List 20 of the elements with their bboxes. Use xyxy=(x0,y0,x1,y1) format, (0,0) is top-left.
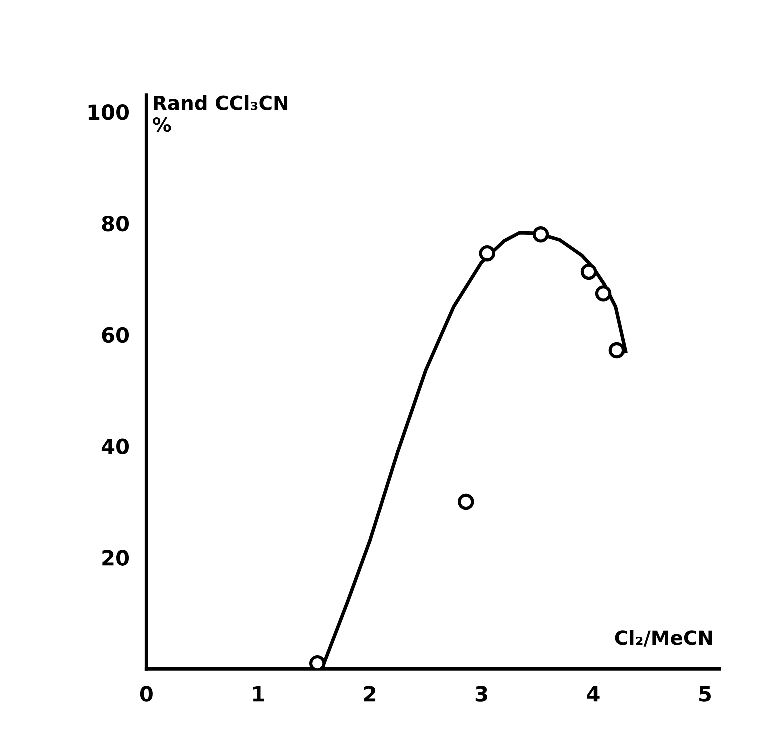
point xyxy=(479,245,496,262)
point xyxy=(595,286,612,302)
x-tick-label: 2 xyxy=(364,686,376,702)
x-tick-label: 3 xyxy=(476,686,488,702)
y-tick-label: 20 xyxy=(102,550,130,566)
point xyxy=(458,494,474,510)
x-tick-label: 0 xyxy=(140,686,153,702)
point xyxy=(532,226,550,243)
x-axis-title: Cl₂/MeCN xyxy=(615,630,712,647)
point xyxy=(309,655,326,670)
x-tick-label: 5 xyxy=(700,686,711,702)
point xyxy=(580,264,598,280)
x-tick-label: 1 xyxy=(253,686,264,702)
y-tick-label: 60 xyxy=(102,327,130,344)
y-tick-label: 80 xyxy=(102,216,130,232)
y-tick-label: 40 xyxy=(102,438,130,455)
y-axis-title: Rand CCl₃CN % xyxy=(153,95,288,132)
y-tick-label: 100 xyxy=(88,104,130,120)
point xyxy=(608,342,626,359)
x-tick-label: 4 xyxy=(587,686,600,702)
